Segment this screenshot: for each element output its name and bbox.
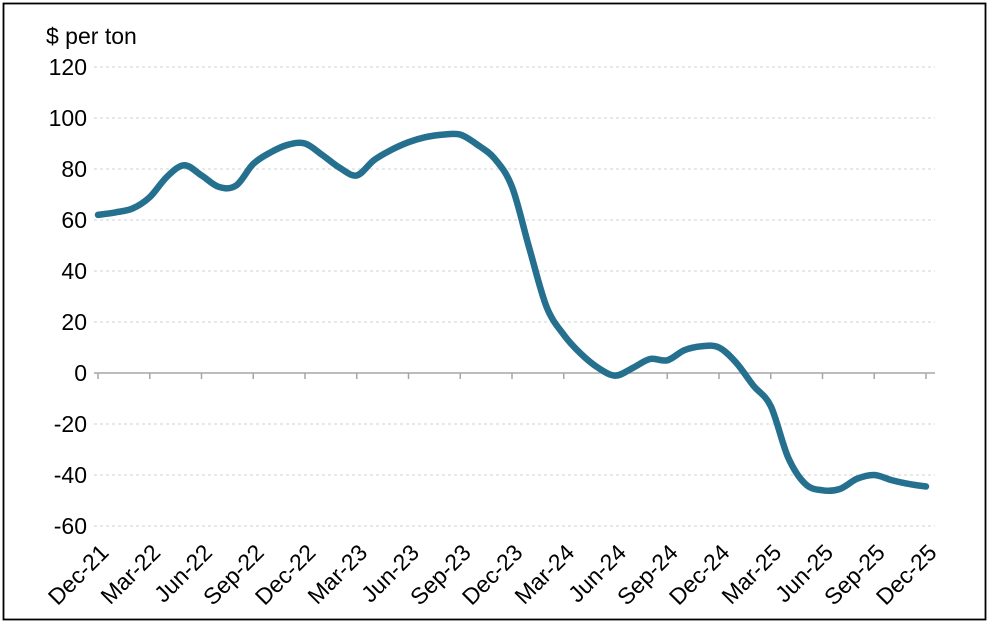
y-axis-title: $ per ton bbox=[46, 23, 137, 49]
y-tick-label: -20 bbox=[54, 411, 87, 437]
y-tick-label: 120 bbox=[49, 54, 87, 80]
y-tick-label: 80 bbox=[61, 156, 87, 182]
y-tick-label: 60 bbox=[61, 207, 87, 233]
chart-border bbox=[2, 2, 987, 621]
y-tick-label: 40 bbox=[61, 258, 87, 284]
y-tick-label: 0 bbox=[74, 360, 87, 386]
y-tick-label: 20 bbox=[61, 309, 87, 335]
y-tick-label: 100 bbox=[49, 105, 87, 131]
y-tick-label: -40 bbox=[54, 462, 87, 488]
series-line bbox=[94, 130, 930, 495]
y-tick-label: -60 bbox=[54, 513, 87, 539]
